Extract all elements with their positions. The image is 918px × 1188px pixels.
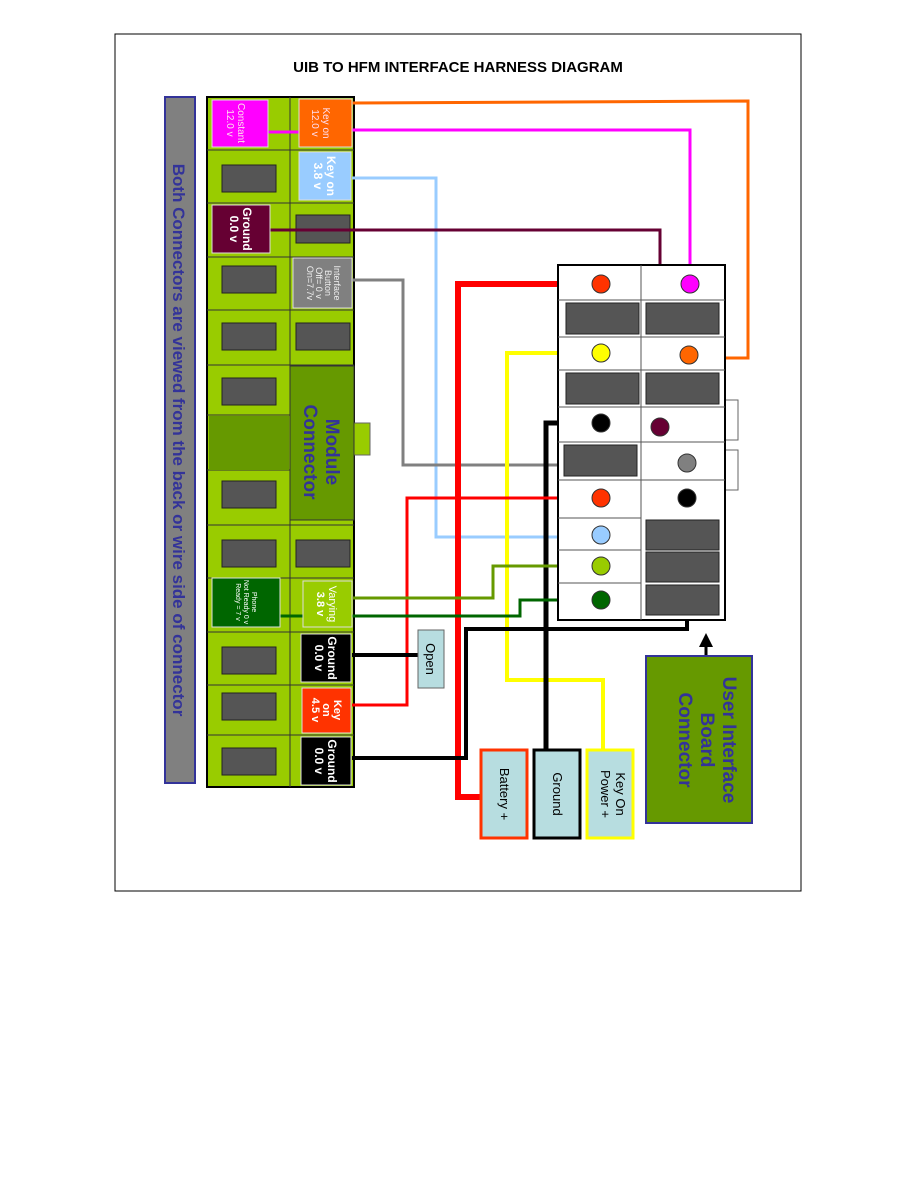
terminal-battery-label: Battery + — [497, 768, 512, 820]
svg-text:Keyon4.5 v: Keyon4.5 v — [309, 698, 343, 723]
open-box — [417, 629, 445, 689]
pin-key-on-3-8v — [298, 151, 352, 201]
wire-yellow-green — [352, 564, 601, 600]
terminal-ground — [532, 748, 582, 840]
pin-ground-2 — [300, 736, 352, 786]
pin-phone — [211, 577, 281, 628]
side-caption: Both Connectors are viewed from the back… — [169, 164, 188, 717]
terminal-key-on-power — [585, 748, 635, 840]
svg-text:Ground0.0 v: Ground0.0 v — [312, 739, 339, 782]
svg-text:InterfaceButtonOff= 0 vOn=7.7v: InterfaceButtonOff= 0 vOn=7.7v — [305, 265, 342, 300]
pin-orange — [679, 345, 699, 365]
pin-key-on-4-5v — [301, 687, 352, 734]
pin-constant-12v — [211, 99, 269, 148]
module-connector-label: ModuleConnector — [299, 405, 342, 501]
pin-red-2 — [591, 488, 611, 508]
terminal-battery — [479, 748, 529, 840]
pin-light-blue — [591, 525, 611, 545]
uib-connector-label: User InterfaceBoardConnector — [674, 677, 739, 804]
pin-black-2 — [677, 488, 697, 508]
wire-red-battery — [455, 281, 601, 800]
terminal-key-on-power-label: Key OnPower + — [598, 770, 628, 818]
pin-gray — [677, 453, 697, 473]
svg-text:Key on12.0 v: Key on12.0 v — [309, 107, 331, 138]
uib-label-box — [645, 655, 753, 824]
pin-interface-button — [292, 257, 353, 309]
pin-dark-green — [591, 590, 611, 610]
pin-varying — [302, 580, 353, 628]
wire-yellow — [505, 351, 605, 752]
pin-yellow-green — [591, 556, 611, 576]
wire-red-thin — [352, 496, 601, 707]
arrow-up-icon — [699, 633, 713, 647]
uib-connector — [557, 264, 739, 621]
svg-text:PhoneNot Ready 0 vReady = 7 v: PhoneNot Ready 0 vReady = 7 v — [234, 580, 257, 625]
svg-text:Varying3.8 v: Varying3.8 v — [314, 586, 338, 622]
wire-light-blue — [352, 176, 601, 539]
open-label: Open — [423, 643, 438, 675]
terminal-ground-label: Ground — [550, 772, 565, 815]
svg-text:Constant12.0 v: Constant12.0 v — [224, 103, 246, 143]
svg-text:Ground0.0 v: Ground0.0 v — [227, 207, 254, 250]
pin-magenta — [680, 274, 700, 294]
svg-text:Ground0.0 v: Ground0.0 v — [312, 636, 339, 679]
pin-red-1 — [591, 274, 611, 294]
diagram-title: UIB TO HFM INTERFACE HARNESS DIAGRAM — [293, 59, 623, 76]
side-caption-box — [164, 96, 196, 784]
wire-magenta — [352, 128, 692, 283]
svg-text:Key on3.8 v: Key on3.8 v — [311, 156, 338, 196]
pin-ground-1 — [300, 633, 352, 683]
pin-maroon — [650, 417, 670, 437]
pin-key-on-12v — [298, 98, 353, 148]
pin-black-1 — [591, 413, 611, 433]
pin-ground-maroon — [211, 204, 271, 254]
frame — [114, 33, 802, 892]
pin-yellow — [591, 343, 611, 363]
